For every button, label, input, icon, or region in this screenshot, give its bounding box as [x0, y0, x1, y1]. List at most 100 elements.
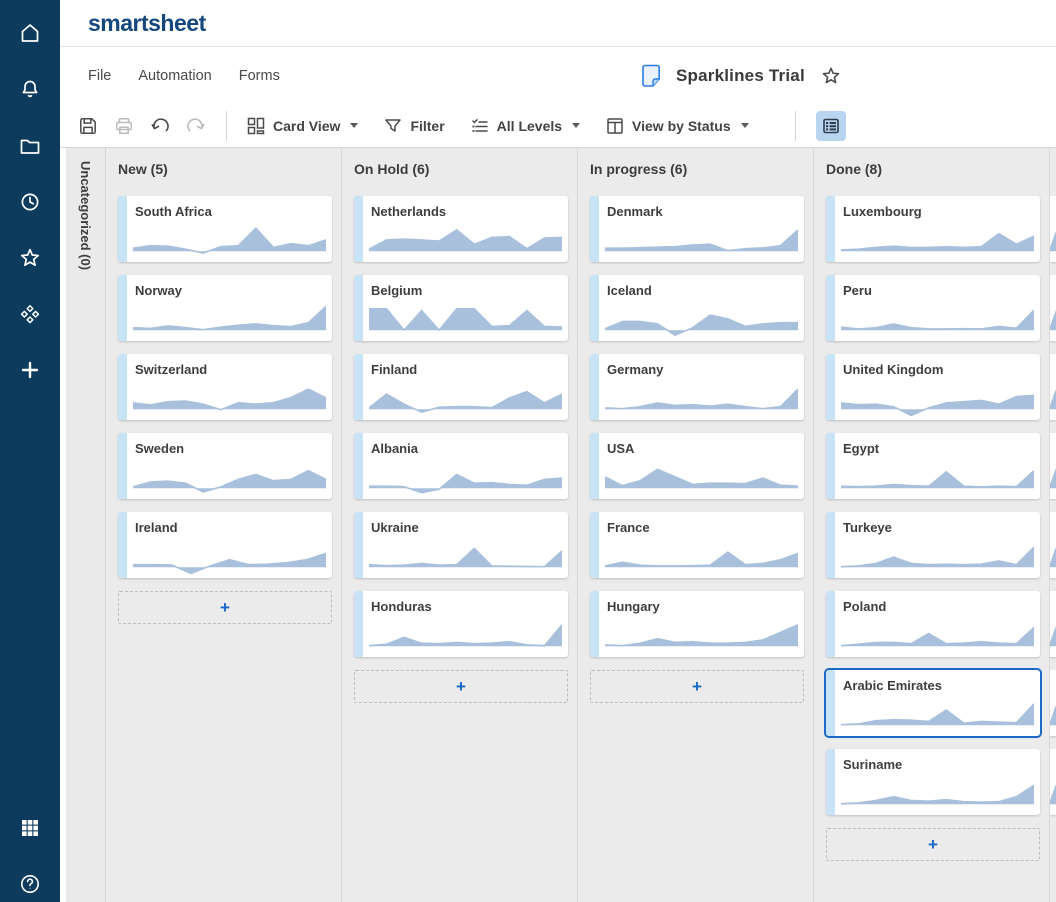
card-germany[interactable]: Germany: [590, 354, 804, 420]
menu-automation[interactable]: Automation: [138, 68, 212, 84]
add-card-button[interactable]: +: [118, 591, 332, 624]
card-ukraine[interactable]: Ukraine: [354, 512, 568, 578]
card-united-kingdom[interactable]: United Kingdom: [826, 354, 1040, 420]
card-egypt[interactable]: Egypt: [826, 433, 1040, 499]
add-card-button[interactable]: +: [826, 828, 1040, 861]
card-color-strip: [354, 433, 363, 499]
solutions-icon[interactable]: [18, 302, 42, 326]
save-icon[interactable]: [78, 116, 98, 136]
lane-header[interactable]: In progress (6): [590, 161, 688, 177]
folder-icon[interactable]: [18, 134, 42, 158]
card-title: Arabic Emirates: [843, 678, 942, 693]
lane-header[interactable]: Done (8): [826, 161, 882, 177]
help-icon[interactable]: [18, 872, 42, 896]
home-icon[interactable]: [18, 21, 42, 45]
card-turkeye[interactable]: Turkeye: [826, 512, 1040, 578]
undo-icon[interactable]: [150, 116, 170, 136]
card-netherlands[interactable]: Netherlands: [354, 196, 568, 262]
apps-grid-icon[interactable]: [18, 816, 42, 840]
sparkline-chart: [369, 303, 562, 337]
card-color-strip: [354, 591, 363, 657]
card-title: Honduras: [371, 599, 432, 614]
card-sweden[interactable]: Sweden: [118, 433, 332, 499]
card-ireland[interactable]: Ireland: [118, 512, 332, 578]
lane-uncategorized-collapsed[interactable]: Uncategorized (0): [66, 148, 106, 902]
star-icon[interactable]: [18, 246, 42, 270]
plus-icon[interactable]: [18, 358, 42, 382]
card-suriname[interactable]: Suriname: [826, 749, 1040, 815]
card-peru[interactable]: Peru: [826, 275, 1040, 341]
card-color-strip: [118, 196, 127, 262]
card-poland[interactable]: Poland: [826, 591, 1040, 657]
menu-file[interactable]: File: [88, 68, 112, 84]
smartsheet-logo[interactable]: smartsheet: [88, 10, 206, 36]
card-color-strip: [590, 275, 599, 341]
card-title: Norway: [135, 283, 182, 298]
print-icon[interactable]: [114, 116, 134, 136]
card-finland[interactable]: Finland: [354, 354, 568, 420]
sparkline-chart: [605, 224, 798, 258]
card-color-strip: [118, 275, 127, 341]
levels-dropdown[interactable]: All Levels: [471, 117, 581, 135]
card-color-strip: [354, 275, 363, 341]
sparkline-chart: [605, 303, 798, 337]
card-iceland[interactable]: Iceland: [590, 275, 804, 341]
sparkline-chart: [369, 224, 562, 258]
card-arabic-emirates[interactable]: Arabic Emirates: [826, 670, 1040, 736]
sparkline-chart: [605, 619, 798, 653]
card-denmark[interactable]: Denmark: [590, 196, 804, 262]
card-title: South Africa: [135, 204, 212, 219]
card-color-strip: [826, 275, 835, 341]
sheet-document-icon: [641, 64, 661, 88]
card-color-strip: [826, 354, 835, 420]
sparkline-chart: [841, 382, 1034, 416]
card-view-label: Card View: [273, 117, 341, 134]
view-by-dropdown[interactable]: View by Status: [606, 117, 749, 135]
sparkline-chart: [369, 619, 562, 653]
lane-header[interactable]: New (5): [118, 161, 168, 177]
bell-icon[interactable]: [18, 77, 42, 101]
toolbar-separator: [226, 110, 227, 141]
lane-in-progress-6: In progress (6) Denmark Iceland Germany USA F…: [578, 148, 814, 902]
sheet-title-group: Sparklines Trial: [641, 64, 842, 88]
card-view-board: Uncategorized (0) New (5) South Africa Nor…: [60, 148, 1056, 902]
lane-header[interactable]: On Hold (6): [354, 161, 430, 177]
sparkline-chart: [841, 777, 1034, 811]
card-view-dropdown[interactable]: Card View: [247, 117, 359, 135]
card-color-strip: [826, 591, 835, 657]
sparkline-chart: [369, 461, 562, 495]
sheet-title[interactable]: Sparklines Trial: [676, 66, 805, 85]
lane-done-8: Done (8) Luxembourg Peru United Kingdom Egyp…: [814, 148, 1050, 902]
card-color-strip: [354, 196, 363, 262]
clock-icon[interactable]: [18, 190, 42, 214]
board-lanes: New (5) South Africa Norway Switzerland Swed…: [106, 148, 1050, 902]
card-list-view-toggle[interactable]: [815, 110, 846, 141]
card-south-africa[interactable]: South Africa: [118, 196, 332, 262]
favorite-star-icon[interactable]: [820, 65, 842, 87]
redo-icon[interactable]: [186, 116, 206, 136]
card-title: USA: [607, 441, 635, 456]
card-norway[interactable]: Norway: [118, 275, 332, 341]
card-luxembourg[interactable]: Luxembourg: [826, 196, 1040, 262]
add-card-button[interactable]: +: [590, 670, 804, 703]
left-navigation-rail: [0, 0, 60, 902]
card-color-strip: [590, 433, 599, 499]
card-albania[interactable]: Albania: [354, 433, 568, 499]
menu-forms[interactable]: Forms: [238, 68, 280, 84]
card-title: Sweden: [135, 441, 185, 456]
card-hungary[interactable]: Hungary: [590, 591, 804, 657]
chevron-down-icon: [572, 123, 581, 128]
card-belgium[interactable]: Belgium: [354, 275, 568, 341]
add-card-button[interactable]: +: [354, 670, 568, 703]
card-honduras[interactable]: Honduras: [354, 591, 568, 657]
chevron-down-icon: [350, 123, 359, 128]
partial-card-sliver: [1050, 354, 1056, 420]
card-france[interactable]: France: [590, 512, 804, 578]
sparkline-chart: [133, 461, 326, 495]
filter-button[interactable]: Filter: [384, 117, 445, 135]
lane-on-hold-6: On Hold (6) Netherlands Belgium Finland Alba…: [342, 148, 578, 902]
toolbar-separator: [794, 110, 796, 141]
card-switzerland[interactable]: Switzerland: [118, 354, 332, 420]
card-title: United Kingdom: [843, 362, 944, 377]
card-usa[interactable]: USA: [590, 433, 804, 499]
